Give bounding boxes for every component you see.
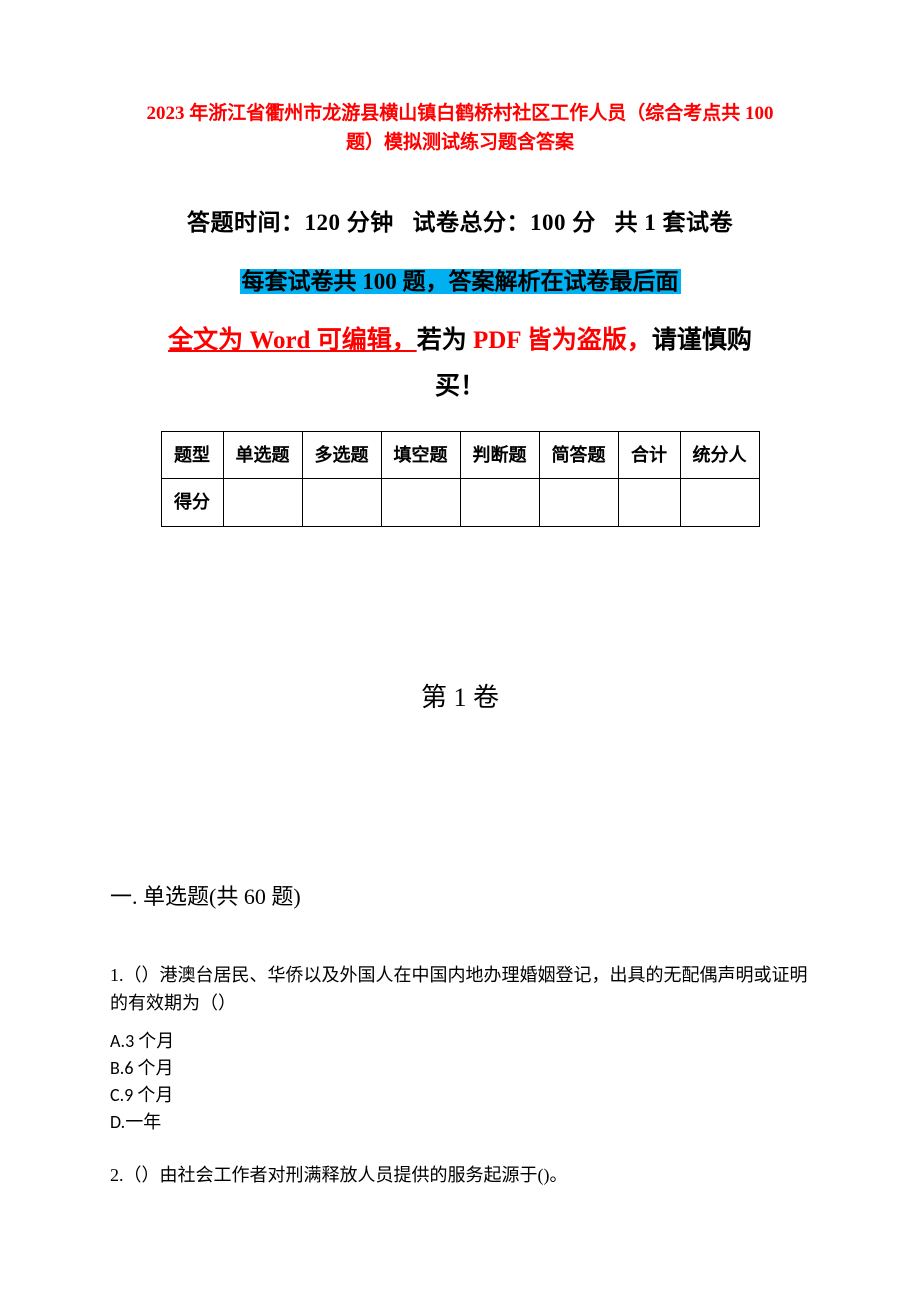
header-fill: 填空题	[381, 431, 460, 479]
question-1-options: A.3 个月 B.6 个月 C.9 个月 D.一年	[110, 1028, 810, 1136]
header-single: 单选题	[223, 431, 302, 479]
warning-line-1: 全文为 Word 可编辑，若为 PDF 皆为盗版，请谨慎购	[110, 321, 810, 361]
volume-heading: 第 1 卷	[110, 677, 810, 719]
score-cell-fill	[381, 479, 460, 527]
highlight-text: 每套试卷共 100 题，答案解析在试卷最后面	[240, 269, 681, 294]
score-cell-judge	[460, 479, 539, 527]
table-score-row: 得分	[161, 479, 759, 527]
q1-option-a: A.3 个月	[110, 1028, 810, 1055]
time-label: 答题时间：	[187, 210, 305, 235]
score-table: 题型 单选题 多选题 填空题 判断题 简答题 合计 统分人 得分	[161, 431, 760, 528]
exam-info-line: 答题时间：120 分钟 试卷总分：100 分 共 1 套试卷	[110, 205, 810, 242]
question-1-text: 1.（）港澳台居民、华侨以及外国人在中国内地办理婚姻登记，出具的无配偶声明或证明…	[110, 962, 810, 1018]
warn-p4-black: 买！	[435, 373, 485, 400]
sets-label: 共 1 套试卷	[615, 210, 734, 235]
question-2-text: 2.（）由社会工作者对刑满释放人员提供的服务起源于()。	[110, 1162, 810, 1190]
warn-p2-red: PDF 皆为盗版，	[467, 327, 652, 354]
title-line-2: 题）模拟测试练习题含答案	[110, 129, 810, 158]
total-value: 100 分	[530, 210, 596, 235]
exam-title: 2023 年浙江省衢州市龙游县横山镇白鹤桥村社区工作人员（综合考点共 100 题…	[110, 100, 810, 157]
score-cell-total	[618, 479, 680, 527]
header-multi: 多选题	[302, 431, 381, 479]
q1-option-d: D.一年	[110, 1109, 810, 1136]
warn-p1-red: 全文为 Word 可编辑，	[168, 327, 417, 354]
highlight-line: 每套试卷共 100 题，答案解析在试卷最后面	[110, 264, 810, 301]
header-judge: 判断题	[460, 431, 539, 479]
warn-p3-black: 请谨慎购	[652, 327, 752, 354]
warn-p1-black: 若为	[417, 327, 467, 354]
header-short: 简答题	[539, 431, 618, 479]
q1-option-b: B.6 个月	[110, 1055, 810, 1082]
header-total: 合计	[618, 431, 680, 479]
time-value: 120 分钟	[305, 210, 394, 235]
warning-line-2: 买！	[110, 367, 810, 407]
score-cell-scorer	[680, 479, 759, 527]
title-line-1: 2023 年浙江省衢州市龙游县横山镇白鹤桥村社区工作人员（综合考点共 100	[110, 100, 810, 129]
row-label-score: 得分	[161, 479, 223, 527]
section-heading: 一. 单选题(共 60 题)	[110, 879, 810, 914]
q1-option-c: C.9 个月	[110, 1082, 810, 1109]
header-type: 题型	[161, 431, 223, 479]
total-label: 试卷总分：	[413, 210, 531, 235]
score-cell-multi	[302, 479, 381, 527]
score-cell-short	[539, 479, 618, 527]
table-header-row: 题型 单选题 多选题 填空题 判断题 简答题 合计 统分人	[161, 431, 759, 479]
score-cell-single	[223, 479, 302, 527]
header-scorer: 统分人	[680, 431, 759, 479]
